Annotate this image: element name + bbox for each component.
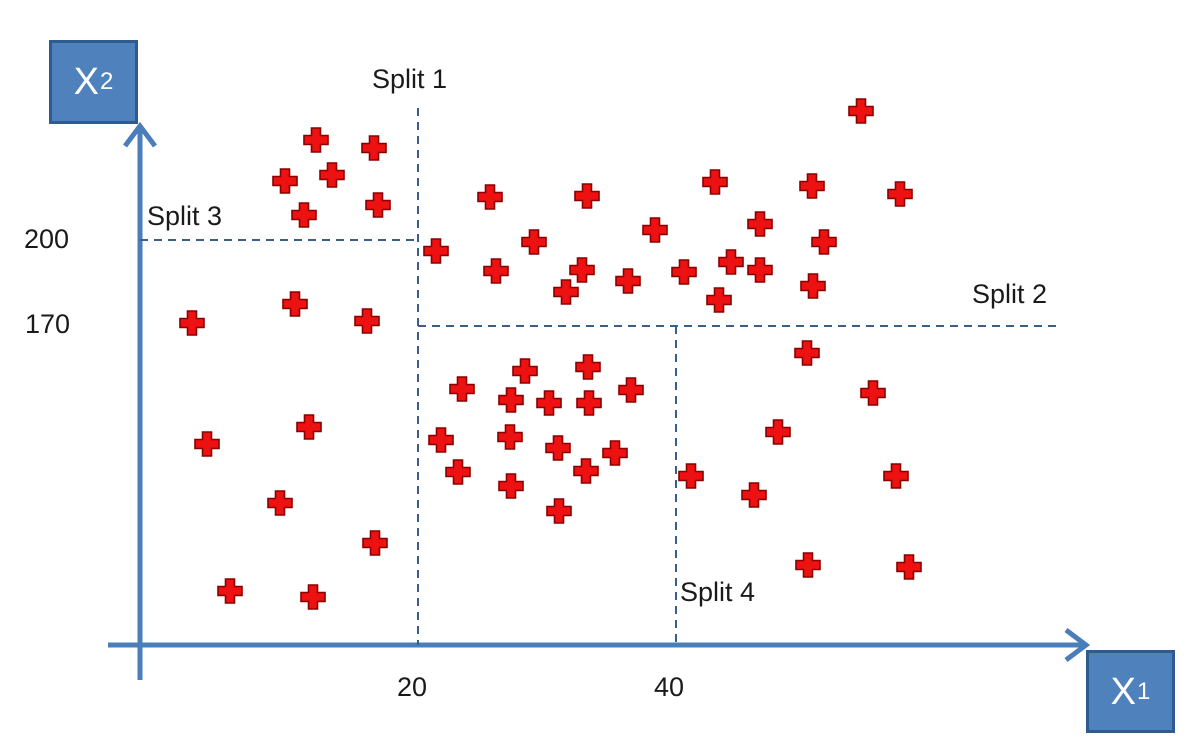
x-axis-subscript: 1 bbox=[1137, 677, 1151, 705]
x-tick-40: 40 bbox=[654, 672, 685, 702]
y-tick-200: 200 bbox=[24, 224, 70, 254]
plus-icon bbox=[553, 279, 579, 305]
plus-icon bbox=[741, 482, 767, 508]
y-axis-arrow bbox=[123, 121, 157, 148]
plus-icon bbox=[449, 376, 475, 402]
plus-icon bbox=[521, 229, 547, 255]
plus-icon bbox=[575, 354, 601, 380]
plus-icon bbox=[795, 552, 821, 578]
plus-icon bbox=[498, 473, 524, 499]
plus-icon bbox=[747, 211, 773, 237]
plus-icon bbox=[272, 168, 298, 194]
plus-icon bbox=[706, 287, 732, 313]
plus-icon bbox=[291, 202, 317, 228]
plus-icon bbox=[602, 440, 628, 466]
plus-icon bbox=[296, 414, 322, 440]
y-axis-letter: X bbox=[73, 61, 99, 103]
plus-icon bbox=[423, 238, 449, 264]
plus-icon bbox=[179, 310, 205, 336]
plus-icon bbox=[811, 229, 837, 255]
plus-icon bbox=[765, 419, 791, 445]
plus-icon bbox=[794, 340, 820, 366]
split-4-label: Split 4 bbox=[680, 577, 756, 607]
plus-icon bbox=[718, 249, 744, 275]
plus-icon bbox=[848, 98, 874, 124]
plus-icon bbox=[300, 584, 326, 610]
plus-icon bbox=[615, 268, 641, 294]
split-2-label: Split 2 bbox=[972, 279, 1048, 309]
split-1-label: Split 1 bbox=[372, 64, 448, 94]
y-tick-170: 170 bbox=[25, 309, 71, 339]
plus-icon bbox=[282, 291, 308, 317]
plus-icon bbox=[678, 463, 704, 489]
plus-icon bbox=[800, 273, 826, 299]
plus-icon bbox=[799, 173, 825, 199]
x-tick-20: 20 bbox=[397, 672, 428, 702]
y-axis-subscript: 2 bbox=[100, 68, 114, 95]
plus-icon bbox=[194, 431, 220, 457]
plus-icon bbox=[362, 530, 388, 556]
plus-icon bbox=[642, 217, 668, 243]
plus-icon bbox=[512, 358, 538, 384]
plus-icon bbox=[576, 390, 602, 416]
plus-icon bbox=[618, 377, 644, 403]
plus-icon bbox=[267, 490, 293, 516]
plus-icon bbox=[747, 257, 773, 283]
plus-icon bbox=[428, 427, 454, 453]
x-axis-letter: X bbox=[1110, 670, 1136, 713]
plus-icon bbox=[883, 463, 909, 489]
plus-icon bbox=[497, 424, 523, 450]
plus-icon bbox=[445, 459, 471, 485]
plus-icon bbox=[896, 554, 922, 580]
plus-icon bbox=[573, 458, 599, 484]
plus-icon bbox=[569, 257, 595, 283]
plus-icon bbox=[536, 390, 562, 416]
plus-icon bbox=[671, 259, 697, 285]
plus-icon bbox=[860, 380, 886, 406]
plus-icon bbox=[361, 135, 387, 161]
plus-icon bbox=[365, 192, 391, 218]
plus-icon bbox=[702, 169, 728, 195]
data-points bbox=[179, 98, 922, 610]
plus-icon bbox=[303, 127, 329, 153]
plus-icon bbox=[217, 578, 243, 604]
plus-icon bbox=[545, 435, 571, 461]
split-3-label: Split 3 bbox=[147, 201, 223, 231]
plus-icon bbox=[498, 387, 524, 413]
plus-icon bbox=[483, 258, 509, 284]
plus-icon bbox=[574, 183, 600, 209]
plus-icon bbox=[887, 181, 913, 207]
plus-icon bbox=[354, 308, 380, 334]
plus-icon bbox=[477, 184, 503, 210]
plus-icon bbox=[546, 498, 572, 524]
x-axis-arrow bbox=[1064, 628, 1091, 662]
plus-icon bbox=[319, 162, 345, 188]
